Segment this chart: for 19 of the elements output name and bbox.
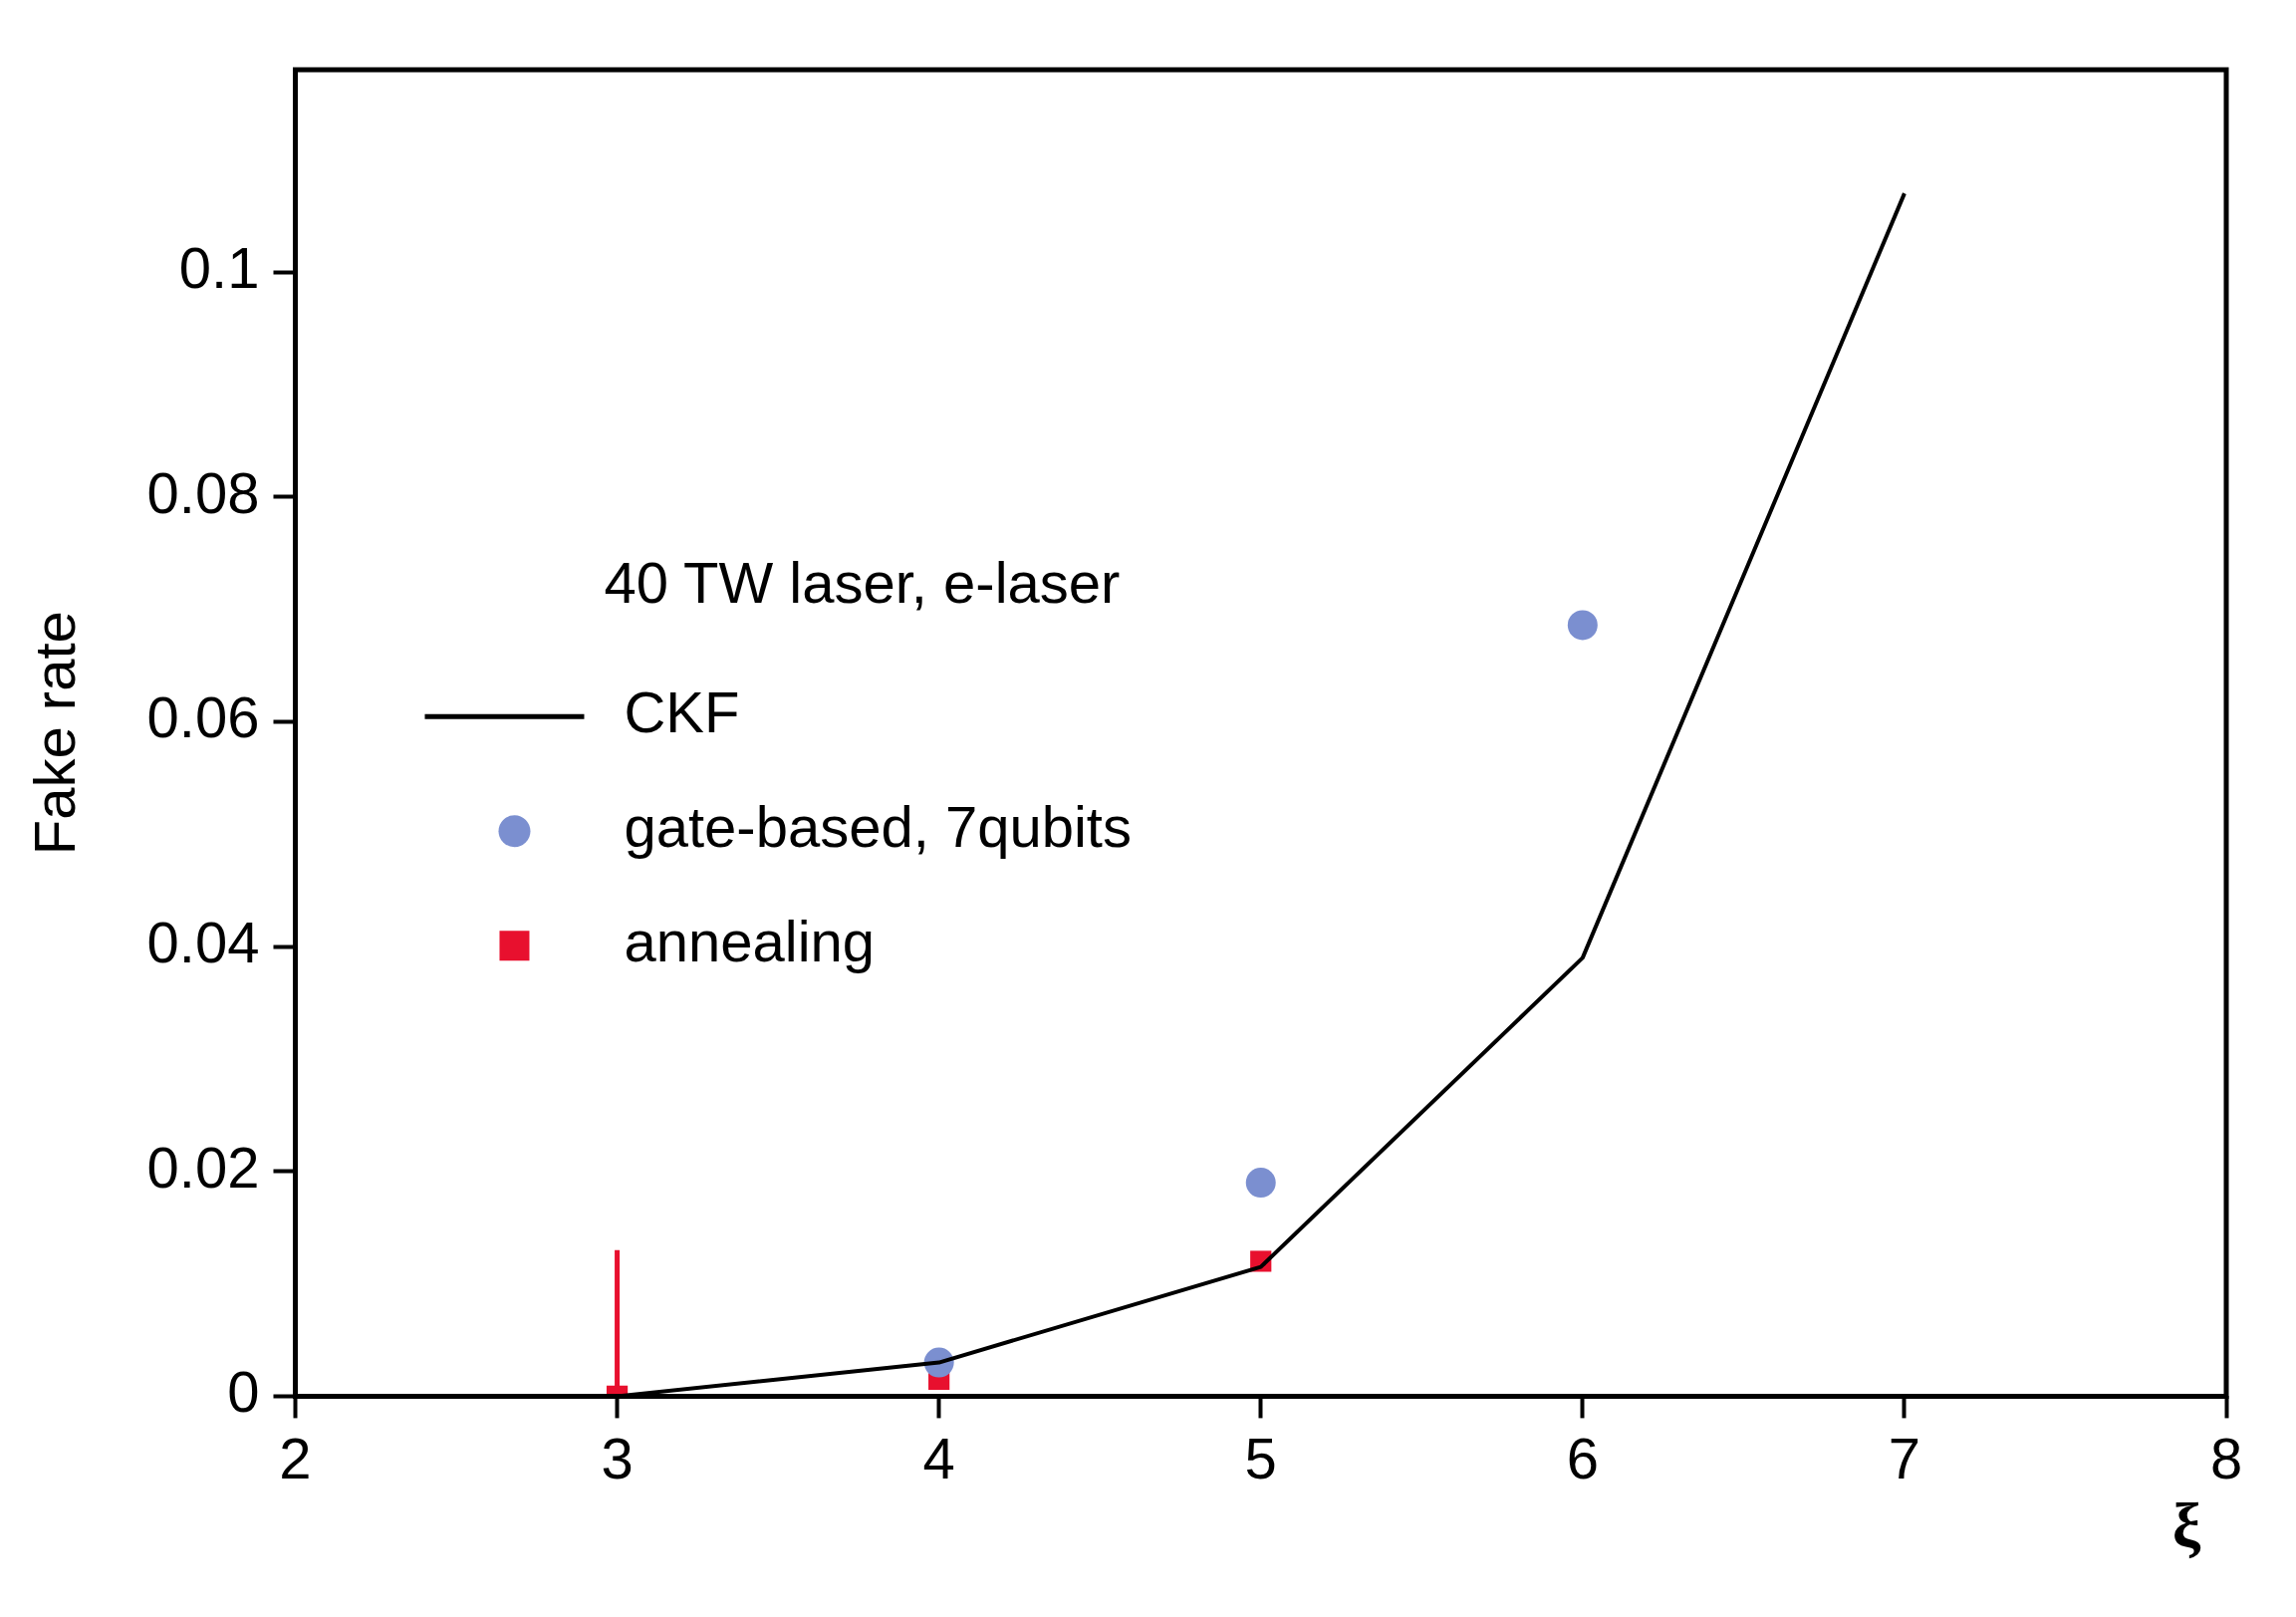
legend-label: CKF [624, 679, 740, 745]
x-tick-label: 2 [279, 1426, 312, 1491]
y-tick-label: 0.04 [146, 910, 260, 975]
y-tick-label: 0.1 [178, 235, 260, 301]
legend-label: gate-based, 7qubits [624, 794, 1132, 860]
y-tick-label: 0.02 [146, 1134, 260, 1200]
legend-label: annealing [624, 909, 876, 974]
x-tick-label: 6 [1566, 1426, 1599, 1491]
x-tick-label: 3 [601, 1426, 634, 1491]
x-tick-label: 7 [1888, 1426, 1921, 1491]
x-tick-label: 4 [922, 1426, 955, 1491]
y-tick-label: 0.08 [146, 459, 260, 525]
x-tick-label: 5 [1244, 1426, 1277, 1491]
legend-title: 40 TW laser, e-laser [604, 550, 1121, 616]
y-axis-title: Fake rate [21, 611, 87, 856]
y-tick-label: 0.06 [146, 684, 260, 750]
x-axis-title: ξ [2171, 1489, 2201, 1561]
x-tick-label: 8 [2209, 1426, 2243, 1491]
y-tick-label: 0 [227, 1359, 260, 1425]
